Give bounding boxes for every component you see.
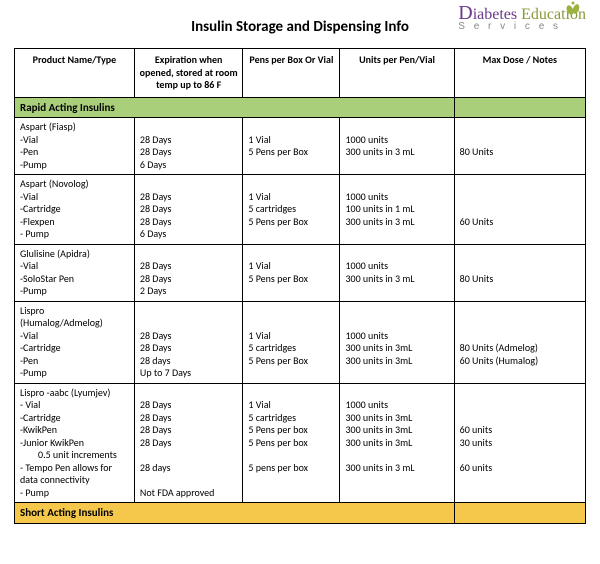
col-product: Product Name/Type bbox=[15, 49, 135, 98]
table-row: Lispro -aabc (Lyumjev)- Vial-Cartridge-K… bbox=[15, 383, 586, 503]
cell-product: Aspart (Fiasp)-Vial-Pen-Pump bbox=[15, 118, 135, 175]
col-pens-per-box: Pens per Box Or Vial bbox=[243, 49, 340, 98]
cell-notes: 80 Units bbox=[454, 118, 585, 175]
cell-expiration: 28 Days28 Days28 Days28 Days 28 days Not… bbox=[134, 383, 242, 503]
cell-product: Glulisine (Apidra)-Vial-SoloStar Pen-Pum… bbox=[15, 244, 135, 301]
table-row: Aspart (Fiasp)-Vial-Pen-Pump 28 Days28 D… bbox=[15, 118, 586, 175]
section-rapid: Rapid Acting Insulins bbox=[15, 97, 586, 118]
cell-units: 1000 units100 units in 1 mL300 units in … bbox=[340, 175, 454, 245]
table-header: Product Name/Type Expiration when opened… bbox=[15, 49, 586, 98]
cell-units: 1000 units300 units in 3 mL bbox=[340, 118, 454, 175]
header: Insulin Storage and Dispensing Info Diab… bbox=[14, 10, 586, 44]
leaf-icon bbox=[562, 0, 584, 18]
col-notes: Max Dose / Notes bbox=[454, 49, 585, 98]
cell-pens: 1 Vial5 cartridges5 Pens per Box bbox=[243, 175, 340, 245]
section-label: Rapid Acting Insulins bbox=[15, 97, 455, 118]
brand-logo: Diabetes Education S e r v i c e s bbox=[458, 6, 586, 34]
cell-notes: 60 units30 units 60 units bbox=[454, 383, 585, 503]
cell-expiration: 28 Days28 Days6 Days bbox=[134, 118, 242, 175]
cell-units: 1000 units300 units in 3mL300 units in 3… bbox=[340, 383, 454, 503]
cell-units: 1000 units300 units in 3 mL bbox=[340, 244, 454, 301]
cell-notes: 60 Units bbox=[454, 175, 585, 245]
cell-pens: 1 Vial5 cartridges5 Pens per Box bbox=[243, 301, 340, 383]
section-short: Short Acting Insulins bbox=[15, 503, 586, 524]
section-label: Short Acting Insulins bbox=[15, 503, 455, 524]
table-row: Aspart (Novolog)-Vial-Cartridge-Flexpen-… bbox=[15, 175, 586, 245]
insulin-table: Product Name/Type Expiration when opened… bbox=[14, 48, 586, 524]
cell-pens: 1 Vial5 Pens per Box bbox=[243, 244, 340, 301]
cell-notes: 80 Units (Admelog)60 Units (Humalog) bbox=[454, 301, 585, 383]
cell-expiration: 28 Days28 Days28 Days6 Days bbox=[134, 175, 242, 245]
cell-units: 1000 units300 units in 3mL300 units in 3… bbox=[340, 301, 454, 383]
table-row: Glulisine (Apidra)-Vial-SoloStar Pen-Pum… bbox=[15, 244, 586, 301]
cell-product: Lispro -aabc (Lyumjev)- Vial-Cartridge-K… bbox=[15, 383, 135, 503]
page-title: Insulin Storage and Dispensing Info bbox=[191, 18, 409, 36]
cell-pens: 1 Vial5 cartridges5 Pens per box5 Pens p… bbox=[243, 383, 340, 503]
cell-notes: 80 Units bbox=[454, 244, 585, 301]
cell-expiration: 28 Days28 Days28 daysUp to 7 Days bbox=[134, 301, 242, 383]
cell-product: Lispro (Humalog/Admelog)-Vial-Cartridge-… bbox=[15, 301, 135, 383]
cell-expiration: 28 Days28 Days2 Days bbox=[134, 244, 242, 301]
col-units: Units per Pen/Vial bbox=[340, 49, 454, 98]
col-expiration: Expiration when opened, stored at room t… bbox=[134, 49, 242, 98]
table-row: Lispro (Humalog/Admelog)-Vial-Cartridge-… bbox=[15, 301, 586, 383]
cell-pens: 1 Vial5 Pens per Box bbox=[243, 118, 340, 175]
cell-product: Aspart (Novolog)-Vial-Cartridge-Flexpen-… bbox=[15, 175, 135, 245]
